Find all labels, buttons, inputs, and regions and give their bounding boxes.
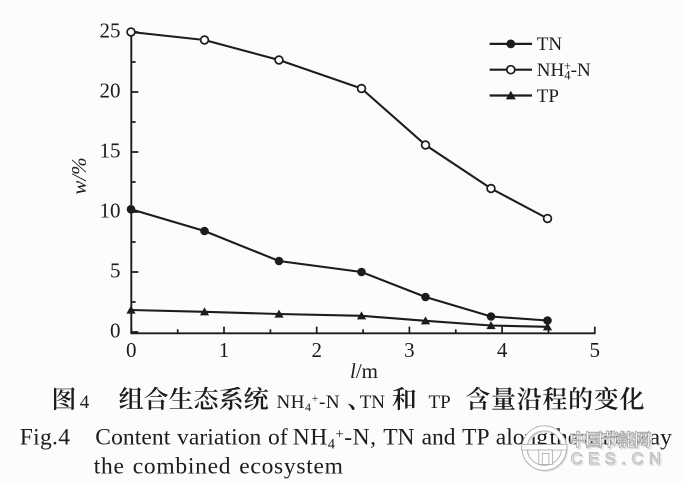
svg-text:CES.CN: CES.CN	[571, 450, 667, 468]
svg-text:TN and TP along: TN and TP along	[383, 425, 548, 451]
svg-text:2: 2	[311, 338, 322, 362]
svg-text:0: 0	[110, 319, 121, 343]
svg-text:NH4+-N,: NH4+-N,	[293, 425, 377, 453]
svg-text:the combined ecosystem: the combined ecosystem	[94, 453, 344, 479]
svg-text:3: 3	[404, 338, 415, 362]
svg-text:1: 1	[219, 338, 230, 362]
svg-text:w/%: w/%	[67, 157, 91, 194]
svg-text:NH4+-N: NH4+-N	[277, 391, 341, 414]
svg-text:5: 5	[110, 259, 121, 283]
svg-text:TN: TN	[360, 392, 386, 413]
svg-text:TN: TN	[537, 34, 563, 55]
svg-text:5: 5	[590, 338, 601, 362]
svg-text:l/m: l/m	[350, 359, 378, 383]
svg-text:NH4+-N: NH4+-N	[537, 59, 591, 83]
svg-text:0: 0	[126, 338, 137, 362]
svg-text:TP: TP	[537, 86, 559, 107]
svg-text:25: 25	[100, 19, 121, 43]
svg-text:15: 15	[100, 139, 121, 163]
svg-text:20: 20	[100, 79, 121, 103]
svg-text:TP: TP	[429, 392, 451, 413]
svg-text:10: 10	[100, 199, 121, 223]
svg-text:4: 4	[80, 392, 90, 413]
svg-text:4: 4	[497, 338, 508, 362]
svg-text:Fig.4: Fig.4	[20, 425, 70, 451]
svg-text:Content variation of: Content variation of	[95, 425, 288, 451]
svg-text:CES.CN: CES.CN	[572, 451, 668, 469]
